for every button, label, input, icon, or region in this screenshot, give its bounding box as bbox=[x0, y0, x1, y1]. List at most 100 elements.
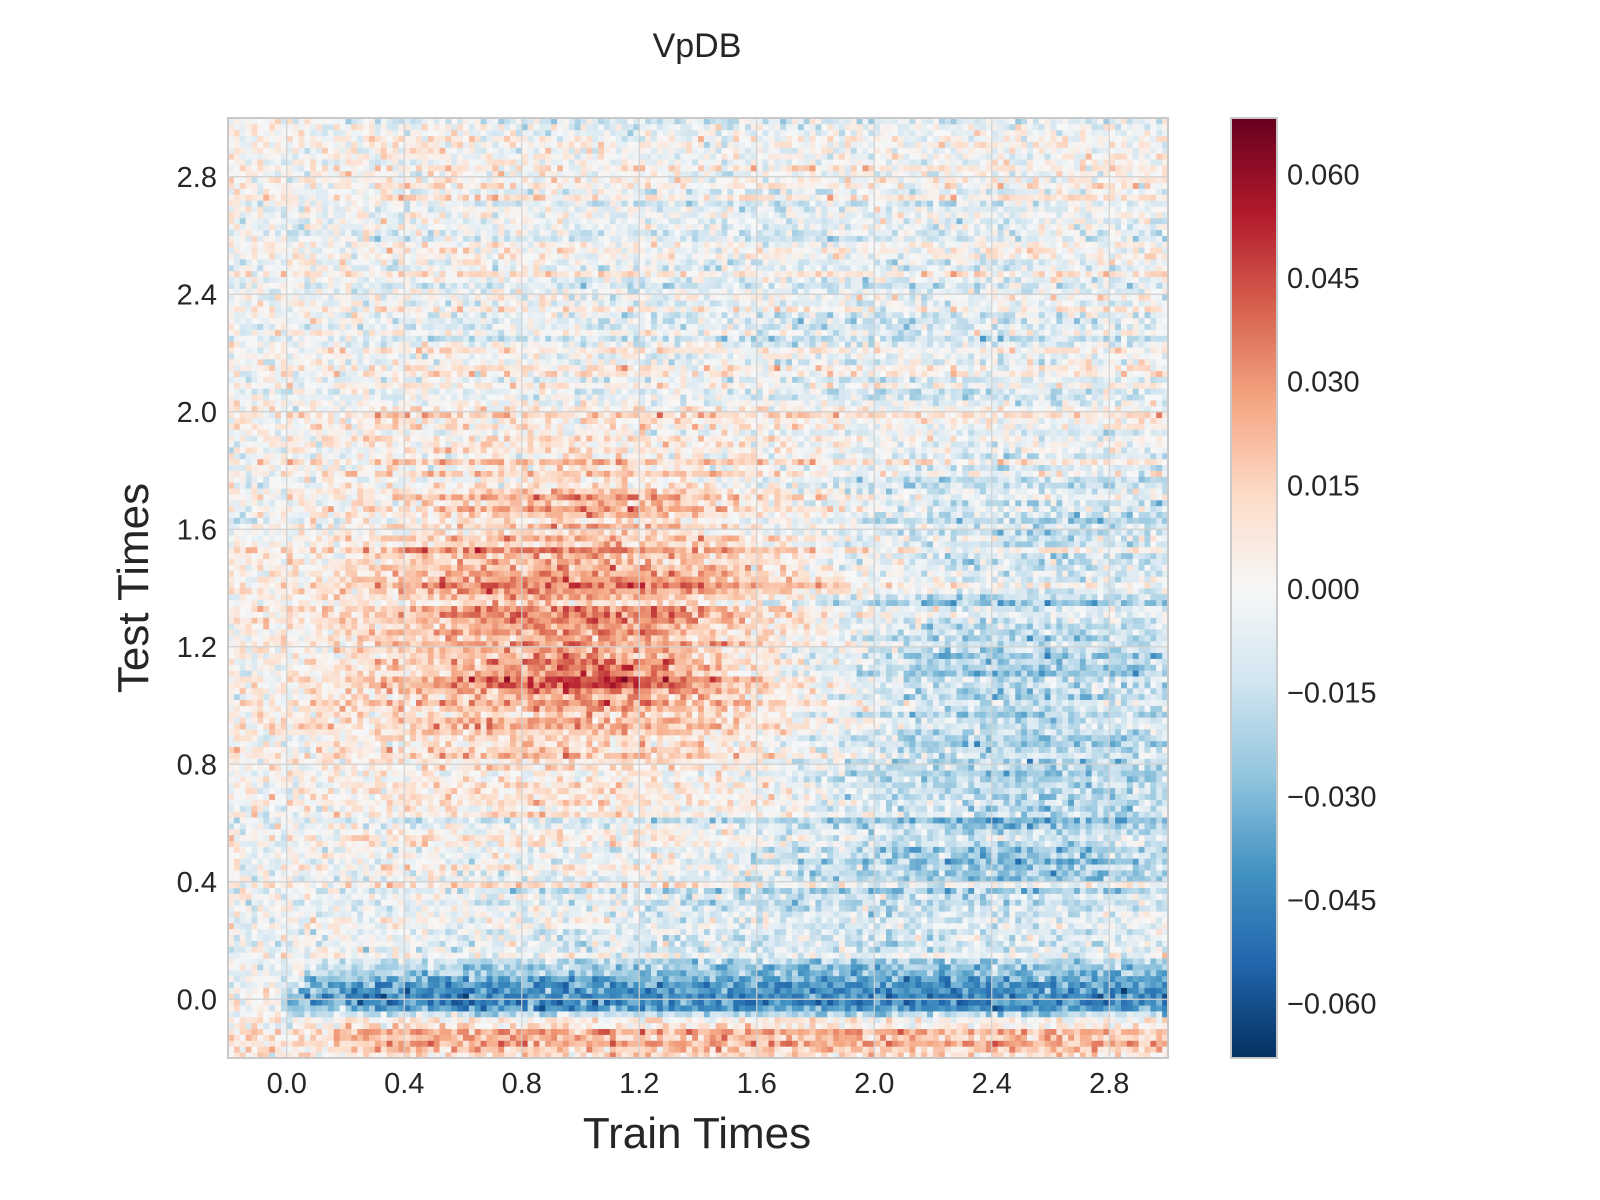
heatmap-cell bbox=[927, 993, 934, 1000]
heatmap-cell bbox=[427, 940, 435, 947]
heatmap-cell bbox=[433, 975, 440, 983]
heatmap-cell bbox=[1050, 993, 1057, 1000]
heatmap-cell bbox=[645, 987, 652, 994]
heatmap-cell bbox=[433, 952, 440, 959]
heatmap-cell bbox=[286, 981, 294, 988]
heatmap-cell bbox=[498, 946, 505, 953]
heatmap-cell bbox=[933, 975, 940, 983]
heatmap-cell bbox=[739, 952, 746, 959]
heatmap-cell bbox=[839, 887, 846, 894]
heatmap-cell bbox=[1085, 946, 1093, 953]
heatmap-cell bbox=[1126, 993, 1134, 1000]
heatmap-cell bbox=[257, 922, 264, 930]
heatmap-cell bbox=[815, 928, 822, 936]
heatmap-cell bbox=[1015, 881, 1022, 889]
heatmap-cell bbox=[927, 905, 934, 912]
heatmap-cell bbox=[997, 1028, 1004, 1035]
heatmap-cell bbox=[539, 881, 546, 889]
heatmap-cell bbox=[275, 1028, 282, 1035]
heatmap-cell bbox=[956, 911, 963, 918]
heatmap-cell bbox=[239, 940, 247, 947]
heatmap-cell bbox=[974, 993, 981, 1000]
heatmap-cell bbox=[480, 917, 487, 924]
heatmap-cell bbox=[492, 975, 499, 983]
heatmap-cell bbox=[568, 922, 576, 930]
heatmap-cell bbox=[750, 1005, 758, 1012]
heatmap-cell bbox=[750, 1028, 758, 1035]
heatmap-cell bbox=[468, 1016, 476, 1024]
heatmap-cell bbox=[363, 952, 370, 959]
heatmap-cell bbox=[927, 987, 934, 994]
heatmap-cell bbox=[750, 917, 758, 924]
heatmap-cell bbox=[533, 881, 540, 889]
heatmap-cell bbox=[228, 1016, 235, 1024]
heatmap-cell bbox=[468, 1005, 476, 1012]
heatmap-cell bbox=[633, 905, 640, 912]
heatmap-cell bbox=[1068, 887, 1075, 894]
heatmap-cell bbox=[286, 1016, 294, 1024]
heatmap-cell bbox=[891, 1022, 899, 1030]
heatmap-cell bbox=[339, 875, 346, 883]
heatmap-cell bbox=[903, 993, 910, 1000]
heatmap-cell bbox=[374, 964, 382, 971]
heatmap-cell bbox=[850, 946, 858, 953]
heatmap-cell bbox=[398, 1016, 405, 1024]
heatmap-cell bbox=[310, 922, 317, 930]
heatmap-cell bbox=[1085, 993, 1093, 1000]
heatmap-cell bbox=[504, 1011, 511, 1018]
heatmap-cell bbox=[504, 946, 511, 953]
heatmap-cell bbox=[1009, 940, 1016, 947]
heatmap-cell bbox=[839, 905, 846, 912]
heatmap-cell bbox=[310, 899, 317, 906]
heatmap-cell bbox=[774, 1022, 781, 1030]
heatmap-cell bbox=[639, 975, 646, 983]
heatmap-cell bbox=[386, 1011, 393, 1018]
heatmap-cell bbox=[304, 969, 311, 977]
heatmap-cell bbox=[1056, 952, 1063, 959]
heatmap-cell bbox=[363, 1034, 370, 1041]
heatmap-cell bbox=[474, 1046, 482, 1053]
heatmap-cell bbox=[463, 887, 470, 894]
heatmap-cell bbox=[286, 969, 294, 977]
heatmap-cell bbox=[521, 1040, 529, 1047]
heatmap-cell bbox=[398, 969, 405, 977]
heatmap-cell bbox=[433, 917, 440, 924]
heatmap-cell bbox=[891, 1034, 899, 1041]
heatmap-cell bbox=[339, 1005, 346, 1012]
heatmap-cell bbox=[269, 987, 276, 994]
heatmap-cell bbox=[404, 905, 411, 912]
heatmap-cell bbox=[1103, 911, 1110, 918]
heatmap-cell bbox=[886, 1022, 893, 1030]
heatmap-cell bbox=[774, 1028, 781, 1035]
heatmap-cell bbox=[1056, 1028, 1063, 1035]
heatmap-cell bbox=[257, 940, 264, 947]
heatmap-cell bbox=[680, 875, 687, 883]
heatmap-cell bbox=[703, 887, 711, 894]
heatmap-cell bbox=[1009, 999, 1016, 1006]
heatmap-cell bbox=[944, 1040, 952, 1047]
heatmap-cell bbox=[862, 940, 869, 947]
heatmap-cell bbox=[357, 987, 364, 994]
heatmap-cell bbox=[1097, 1046, 1104, 1053]
heatmap-cell bbox=[1050, 952, 1057, 959]
heatmap-cell bbox=[433, 911, 440, 918]
heatmap-cell bbox=[1115, 1034, 1122, 1041]
heatmap-cell bbox=[292, 958, 299, 965]
heatmap-cell bbox=[921, 1011, 928, 1018]
heatmap-cell bbox=[398, 893, 405, 900]
heatmap-cell bbox=[674, 969, 681, 977]
heatmap-cell bbox=[351, 1046, 358, 1053]
heatmap-cell bbox=[1126, 1028, 1134, 1035]
heatmap-cell bbox=[439, 1040, 446, 1047]
heatmap-cell bbox=[674, 1052, 681, 1059]
heatmap-cell bbox=[903, 981, 910, 988]
heatmap-cell bbox=[997, 940, 1004, 947]
heatmap-cell bbox=[1150, 887, 1157, 894]
heatmap-cell bbox=[404, 1028, 411, 1035]
heatmap-cell bbox=[1074, 875, 1081, 883]
heatmap-cell bbox=[568, 928, 576, 936]
heatmap-cell bbox=[445, 993, 452, 1000]
heatmap-cell bbox=[345, 987, 352, 994]
heatmap-cell bbox=[886, 922, 893, 930]
heatmap-cell bbox=[633, 917, 640, 924]
